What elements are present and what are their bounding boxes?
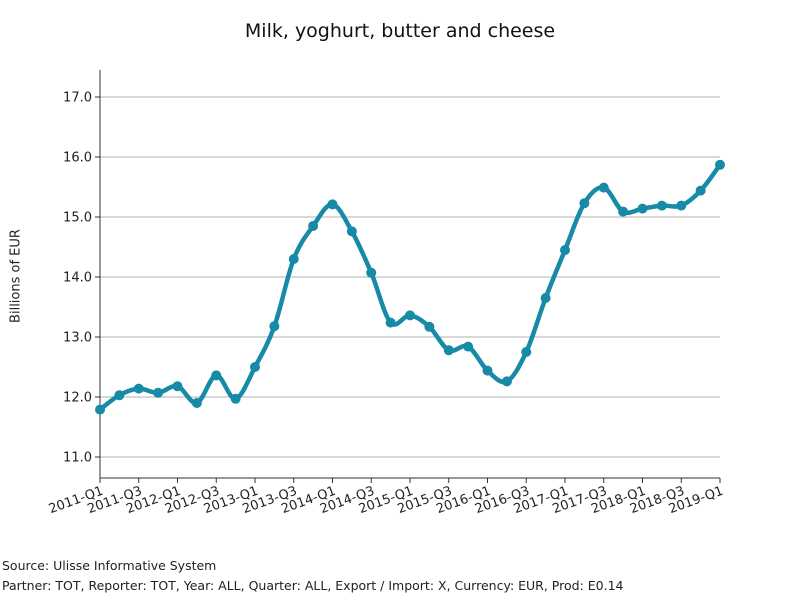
data-point — [211, 370, 222, 381]
series-path — [97, 162, 723, 412]
data-point — [346, 226, 357, 237]
x-ticks: 2011-Q12011-Q32012-Q12012-Q32013-Q12013-… — [47, 478, 725, 517]
y-tick-label: 13.0 — [63, 331, 92, 346]
filter-info: Partner: TOT, Reporter: TOT, Year: ALL, … — [2, 578, 624, 593]
data-point — [598, 182, 609, 193]
y-tick-label: 11.0 — [63, 451, 92, 466]
data-point — [230, 393, 241, 404]
data-point — [715, 159, 725, 170]
y-ticks: 11.0 12.0 13.0 14.0 15.0 16.0 17.0 — [63, 91, 100, 466]
data-point — [366, 267, 377, 278]
data-point — [308, 221, 319, 231]
grid-lines — [100, 96, 720, 458]
y-tick-label: 14.0 — [63, 271, 92, 286]
chart-title: Milk, yoghurt, butter and cheese — [244, 20, 556, 42]
data-point — [618, 206, 629, 217]
data-point — [676, 200, 687, 211]
data-point — [560, 245, 570, 255]
data-point — [443, 345, 454, 356]
axes — [99, 70, 720, 479]
data-point — [501, 376, 512, 387]
data-point — [385, 317, 396, 328]
data-point — [250, 362, 260, 372]
series-points — [95, 159, 725, 415]
data-point — [269, 321, 280, 332]
data-point — [172, 381, 183, 392]
y-tick-label: 15.0 — [63, 211, 92, 226]
y-tick-label: 12.0 — [63, 391, 92, 406]
data-point — [95, 404, 105, 415]
data-point — [540, 293, 551, 303]
source-note: Source: Ulisse Informative System — [2, 558, 217, 573]
y-tick-label: 16.0 — [63, 151, 92, 166]
data-point — [405, 310, 415, 321]
data-point — [153, 387, 164, 398]
data-point — [579, 198, 590, 209]
data-point — [133, 383, 144, 394]
data-point — [114, 390, 125, 401]
data-point — [191, 398, 202, 408]
series-line — [97, 162, 723, 412]
data-point — [521, 347, 532, 357]
data-point — [327, 199, 338, 210]
data-point — [656, 200, 667, 211]
data-point — [424, 321, 435, 332]
data-point — [482, 365, 493, 376]
data-point — [288, 254, 299, 264]
data-point — [637, 203, 648, 214]
data-point — [695, 185, 706, 196]
y-tick-label: 17.0 — [63, 91, 92, 106]
data-point — [463, 341, 474, 352]
